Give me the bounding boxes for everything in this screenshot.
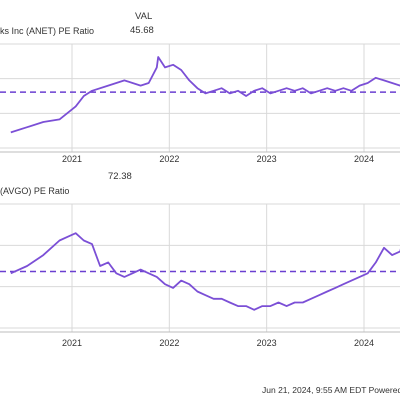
chart-2-series-name: (AVGO) PE Ratio — [0, 186, 70, 196]
x-tick-label: 2022 — [159, 338, 179, 348]
x-tick-label: 2022 — [159, 154, 179, 164]
chart-1-series-name: ks Inc (ANET) PE Ratio — [0, 26, 95, 36]
chart-2-val: 72.38 — [108, 171, 132, 182]
x-tick-label: 2023 — [257, 154, 277, 164]
x-tick-label: 2024 — [354, 154, 374, 164]
x-tick-label: 2021 — [62, 154, 82, 164]
x-tick-label: 2024 — [354, 338, 374, 348]
x-tick-label: 2021 — [62, 338, 82, 348]
chart-2: 2021 2022 2023 2024 — [0, 203, 400, 348]
chart-1-val-header: VAL — [135, 11, 153, 22]
chart-1: 2021 2022 2023 2024 — [0, 43, 400, 164]
footer-text: Jun 21, 2024, 9:55 AM EDT Powered by — [262, 385, 400, 395]
series-line — [10, 56, 400, 134]
series-line — [10, 232, 400, 311]
chart-1-val: 45.68 — [130, 25, 154, 36]
x-tick-label: 2023 — [257, 338, 277, 348]
